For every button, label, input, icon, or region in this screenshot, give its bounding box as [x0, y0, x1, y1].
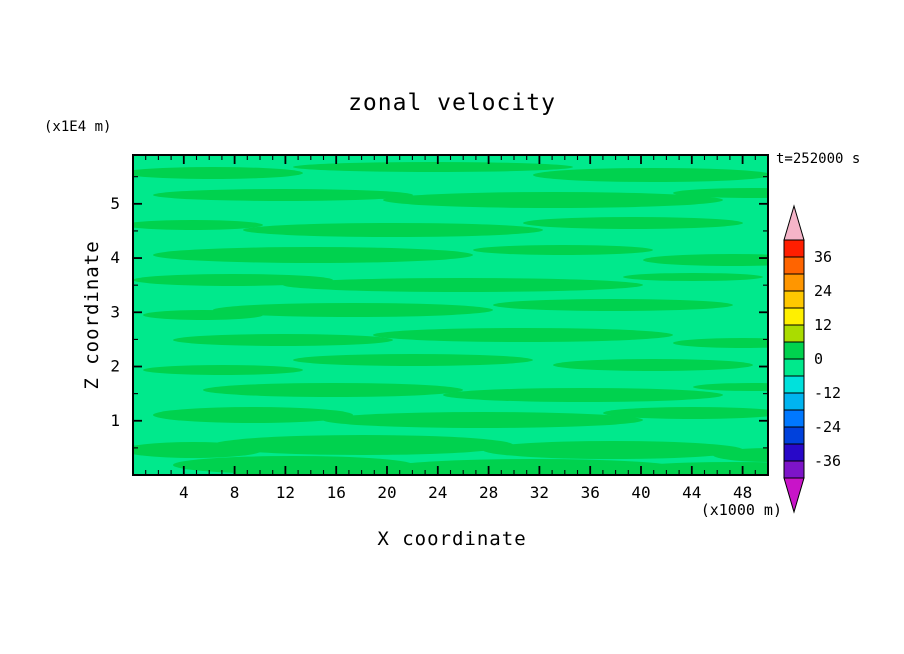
x-tick-label: 28 [479, 483, 498, 502]
x-axis-title: X coordinate [377, 528, 527, 550]
y-tick-label: 5 [110, 194, 120, 213]
axis-ticks [134, 156, 767, 474]
x-tick-label: 32 [530, 483, 549, 502]
colorbar-box [783, 460, 805, 479]
colorbar-box [783, 256, 805, 275]
colorbar-label: -24 [814, 418, 841, 436]
colorbar-box [783, 409, 805, 428]
y-axis-unit-label: (x1E4 m) [44, 119, 112, 135]
colorbar-label: 36 [814, 248, 832, 266]
colorbar-box [783, 426, 805, 445]
time-annotation: t=252000 s [776, 151, 861, 167]
colorbar-under-arrow [783, 477, 805, 514]
colorbar-box [783, 443, 805, 462]
x-tick-label: 36 [581, 483, 600, 502]
colorbar-box [783, 324, 805, 343]
y-tick-label: 1 [110, 411, 120, 430]
x-tick-label: 24 [428, 483, 447, 502]
colorbar-box [783, 358, 805, 377]
chart-title: zonal velocity [348, 90, 556, 116]
colorbar-label: 0 [814, 350, 823, 368]
colorbar-box [783, 239, 805, 258]
colorbar-label: -36 [814, 452, 841, 470]
colorbar-box [783, 273, 805, 292]
x-tick-label: 20 [377, 483, 396, 502]
colorbar-box [783, 307, 805, 326]
x-tick-label: 4 [179, 483, 189, 502]
contour-streaks [133, 162, 768, 475]
colorbar: 36 24 12 0 -12 -24 -36 [783, 204, 841, 514]
colorbar-box [783, 375, 805, 394]
colorbar-box [783, 290, 805, 309]
x-tick-label: 8 [230, 483, 240, 502]
plot-frame [132, 154, 769, 476]
x-tick-label: 40 [631, 483, 650, 502]
x-tick-label: 44 [682, 483, 701, 502]
colorbar-label: -12 [814, 384, 841, 402]
x-axis-unit-label: (x1000 m) [700, 501, 782, 519]
x-tick-label: 12 [276, 483, 295, 502]
x-tick-label: 16 [327, 483, 346, 502]
y-tick-label: 2 [110, 357, 120, 376]
colorbar-label: 24 [814, 282, 832, 300]
x-tick-label: 48 [733, 483, 752, 502]
colorbar-box [783, 341, 805, 360]
colorbar-label: 12 [814, 316, 832, 334]
y-tick-label: 4 [110, 248, 120, 267]
colorbar-over-arrow [783, 204, 805, 241]
y-tick-label: 3 [110, 302, 120, 321]
colorbar-box [783, 392, 805, 411]
